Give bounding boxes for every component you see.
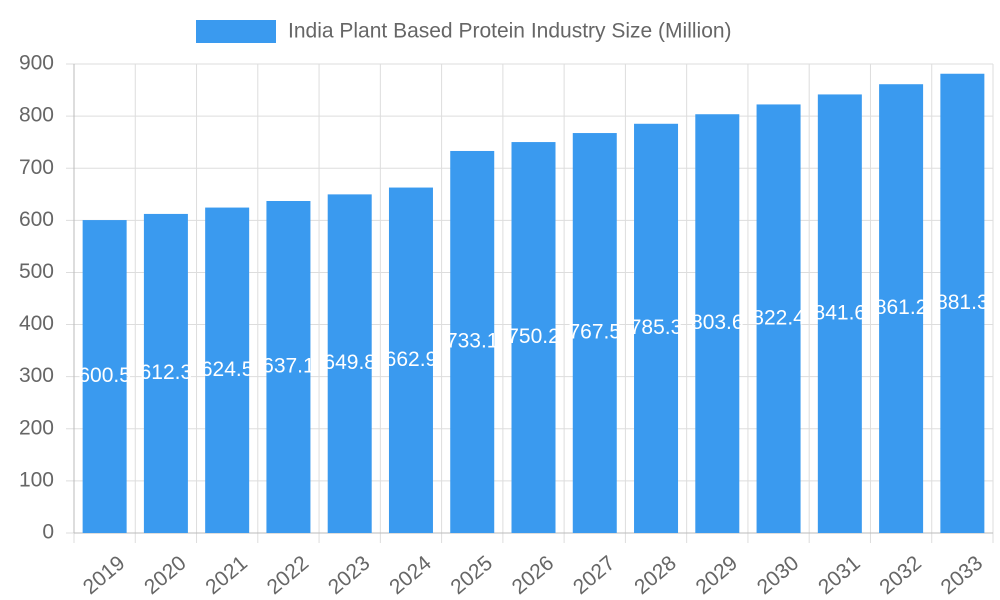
- legend-label: India Plant Based Protein Industry Size …: [288, 20, 732, 43]
- bar: [511, 142, 556, 533]
- y-tick-label: 100: [19, 468, 54, 491]
- x-tick-label: 2030: [753, 551, 804, 599]
- value-label: 822.4: [752, 306, 805, 329]
- x-tick-label: 2032: [875, 551, 926, 599]
- bar: [695, 114, 740, 533]
- y-tick-label: 400: [19, 312, 54, 335]
- value-label: 767.5: [568, 321, 621, 344]
- x-tick-label: 2027: [569, 551, 620, 599]
- value-label: 803.6: [691, 311, 744, 334]
- bar: [817, 94, 862, 533]
- x-tick-label: 2021: [201, 551, 252, 599]
- x-tick-label: 2031: [814, 551, 865, 599]
- bar: [572, 133, 617, 533]
- bar: [388, 187, 433, 533]
- x-tick-label: 2025: [446, 551, 497, 599]
- x-tick-label: 2024: [385, 551, 436, 599]
- x-tick-label: 2022: [263, 551, 314, 599]
- y-tick-label: 0: [42, 521, 54, 544]
- bar: [450, 150, 495, 533]
- bar: [756, 104, 801, 533]
- y-tick-label: 600: [19, 208, 54, 231]
- value-label: 662.9: [385, 348, 438, 371]
- value-label: 624.5: [201, 358, 254, 381]
- x-tick-label: 2033: [937, 551, 988, 599]
- y-tick-label: 500: [19, 260, 54, 283]
- x-tick-label: 2026: [508, 551, 559, 599]
- y-tick-label: 900: [19, 52, 54, 75]
- x-tick-label: 2023: [324, 551, 375, 599]
- x-tick-label: 2029: [692, 551, 743, 599]
- legend-swatch: [196, 20, 276, 43]
- value-label: 733.1: [446, 330, 499, 353]
- bar: [82, 220, 127, 533]
- value-label: 861.2: [875, 296, 928, 319]
- value-label: 649.8: [323, 351, 376, 374]
- bar: [634, 123, 679, 533]
- value-label: 750.2: [507, 325, 560, 348]
- bar: [205, 207, 250, 534]
- y-tick-label: 300: [19, 364, 54, 387]
- value-label: 612.3: [140, 361, 193, 384]
- value-label: 600.5: [78, 364, 131, 387]
- bar: [266, 201, 311, 533]
- bar: [940, 73, 985, 533]
- x-tick-label: 2019: [79, 551, 130, 599]
- x-tick-label: 2020: [140, 551, 191, 599]
- value-label: 881.3: [936, 291, 989, 314]
- bar: [143, 213, 188, 534]
- y-tick-label: 800: [19, 104, 54, 127]
- y-tick-label: 200: [19, 416, 54, 439]
- bar: [879, 84, 924, 533]
- value-label: 841.6: [814, 301, 867, 324]
- x-tick-label: 2028: [630, 551, 681, 599]
- value-label: 785.3: [630, 316, 683, 339]
- y-tick-label: 700: [19, 156, 54, 179]
- bar: [327, 194, 372, 533]
- value-label: 637.1: [262, 355, 315, 378]
